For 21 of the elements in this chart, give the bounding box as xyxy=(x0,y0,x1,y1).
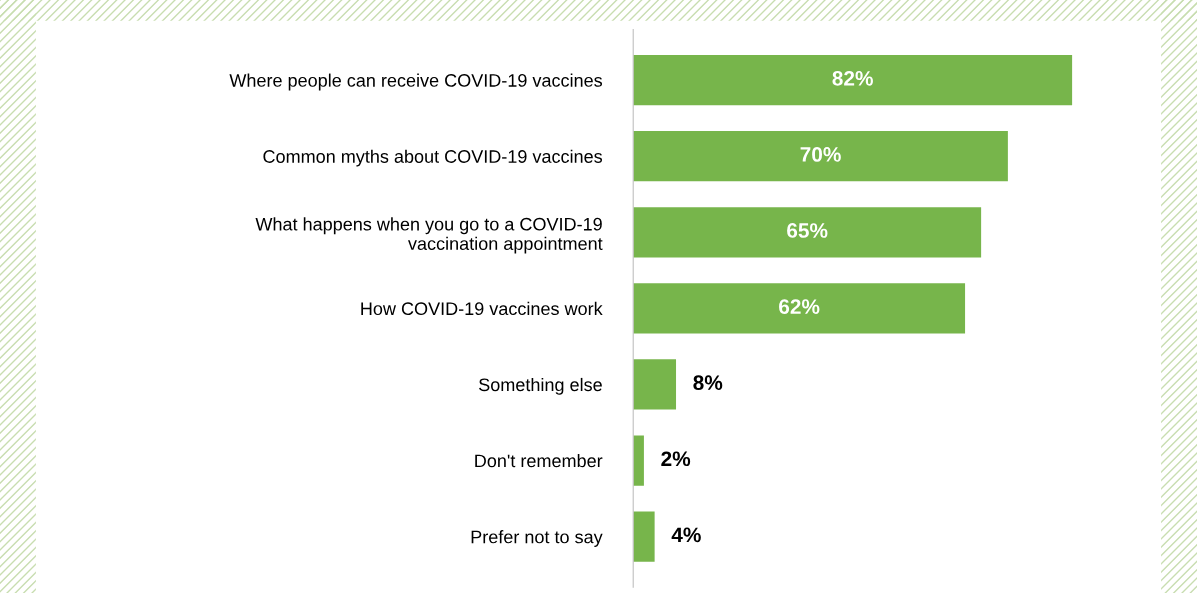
data-label: 65% xyxy=(787,223,828,238)
bar xyxy=(633,283,966,334)
y-tick-label: Something else xyxy=(479,377,602,395)
y-tick-label: Prefer not to say xyxy=(471,530,603,547)
data-label: 70% xyxy=(800,147,841,162)
y-tick-label: What happens when you go to a COVID-19 vaccination appointment xyxy=(255,217,603,254)
data-label: 82% xyxy=(832,70,873,86)
y-tick-label: Common myths about COVID-19 vaccines xyxy=(263,149,603,167)
y-tick-label: Where people can receive COVID-19 vaccines xyxy=(229,73,603,91)
data-label: 4% xyxy=(671,527,701,543)
bar xyxy=(633,435,644,486)
data-label: 8% xyxy=(693,375,723,391)
bar xyxy=(633,207,982,258)
bar xyxy=(633,359,677,410)
data-label: 2% xyxy=(661,451,691,467)
y-tick-label: Don't remember xyxy=(475,453,603,468)
bar xyxy=(633,511,655,562)
bar xyxy=(633,54,1073,106)
data-label: 62% xyxy=(779,299,820,314)
y-tick-label: How COVID-19 vaccines work xyxy=(361,301,603,316)
bar xyxy=(633,131,1008,182)
